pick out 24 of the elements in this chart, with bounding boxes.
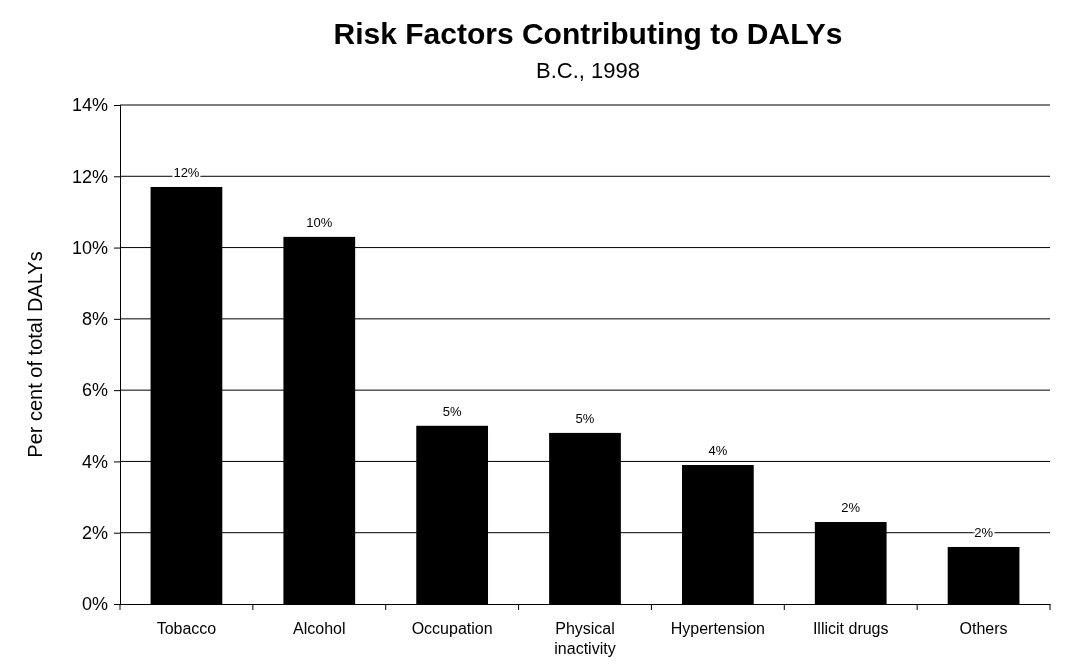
- x-tick-label: Physical inactivity: [554, 620, 616, 657]
- chart-title: Risk Factors Contributing to DALYs: [333, 17, 843, 50]
- x-tick-label: Illicit drugs: [812, 620, 889, 637]
- x-tick-label: Tobacco: [156, 620, 217, 637]
- y-tick-label: 10%: [71, 237, 108, 258]
- y-axis-title: Per cent of total DALYs: [24, 251, 46, 458]
- data-label: 4%: [708, 442, 728, 458]
- x-tick-label: Occupation: [411, 620, 493, 637]
- y-tick-label: 4%: [81, 451, 108, 472]
- y-tick-label: 8%: [81, 309, 108, 330]
- data-label: 5%: [442, 403, 462, 419]
- data-label: 12%: [173, 164, 200, 180]
- x-tick-label: Others: [959, 620, 1008, 637]
- y-tick-label: 0%: [81, 594, 108, 615]
- chart-subtitle: B.C., 1998: [536, 58, 640, 83]
- y-tick-label: 6%: [81, 380, 108, 401]
- x-tick-label: Hypertension: [670, 620, 765, 637]
- data-label: 10%: [306, 214, 333, 230]
- y-tick-label: 14%: [71, 95, 108, 116]
- y-tick-label: 12%: [71, 166, 108, 187]
- data-label: 5%: [575, 410, 595, 426]
- x-tick-label: Alcohol: [293, 620, 346, 637]
- data-label: 2%: [841, 500, 861, 516]
- y-tick-label: 2%: [81, 522, 108, 543]
